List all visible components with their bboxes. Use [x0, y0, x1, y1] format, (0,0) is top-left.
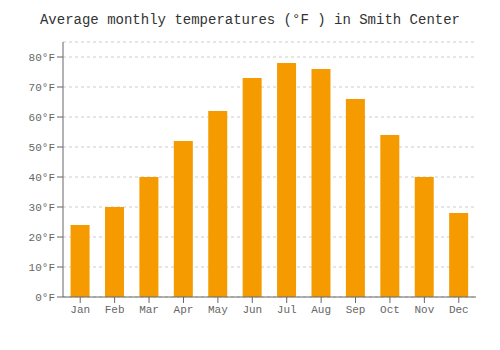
svg-text:10°F: 10°F: [29, 262, 55, 274]
svg-text:Mar: Mar: [139, 304, 159, 316]
svg-text:Dec: Dec: [449, 304, 469, 316]
svg-text:Oct: Oct: [380, 304, 400, 316]
svg-text:Jan: Jan: [70, 304, 90, 316]
svg-text:70°F: 70°F: [29, 82, 55, 94]
svg-text:60°F: 60°F: [29, 112, 55, 124]
svg-text:Apr: Apr: [174, 304, 194, 316]
svg-text:May: May: [208, 304, 228, 316]
svg-text:30°F: 30°F: [29, 202, 55, 214]
svg-text:Jul: Jul: [277, 304, 297, 316]
svg-text:Jun: Jun: [242, 304, 262, 316]
svg-text:20°F: 20°F: [29, 232, 55, 244]
svg-text:Nov: Nov: [414, 304, 434, 316]
svg-text:0°F: 0°F: [35, 292, 55, 304]
svg-text:Feb: Feb: [105, 304, 125, 316]
svg-text:Aug: Aug: [311, 304, 331, 316]
svg-text:80°F: 80°F: [29, 52, 55, 64]
svg-text:Sep: Sep: [346, 304, 366, 316]
svg-text:40°F: 40°F: [29, 172, 55, 184]
html-text:Average monthly temperatures (: Average monthly temperatures (°F ) in Sm…: [40, 12, 460, 28]
svg-text:50°F: 50°F: [29, 142, 55, 154]
